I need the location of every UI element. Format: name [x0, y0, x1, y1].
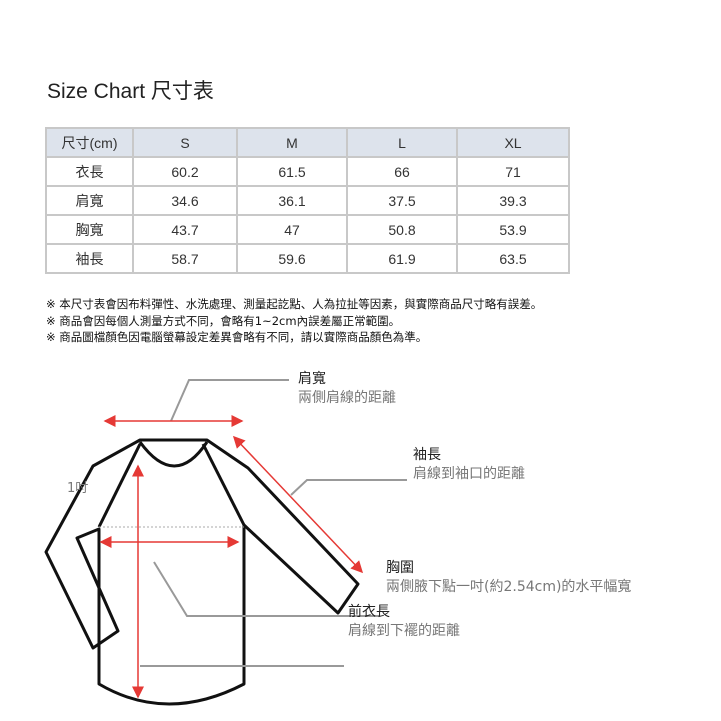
shoulder-leader: [170, 379, 289, 422]
note: ※ 商品會因每個人測量方式不同，會略有1~2cm內誤差屬正常範圍。: [46, 313, 401, 328]
table-cell: 60.2: [132, 156, 238, 187]
sleeve-label: 袖長肩線到袖口的距離: [413, 446, 525, 484]
table-cell: 59.6: [236, 243, 348, 274]
length-label: 前衣長肩線到下襬的距離: [348, 603, 460, 641]
chest-leader: [153, 561, 379, 617]
table-cell: 50.8: [346, 214, 458, 245]
table-cell: 71: [456, 156, 570, 187]
shoulder-desc: 兩側肩線的距離: [298, 390, 396, 406]
table-cell: 衣長: [45, 156, 134, 187]
notes: ※ 本尺寸表會因布料彈性、水洗處理、測量起訖點、人為拉扯等因素，與實際商品尺寸略…: [46, 296, 542, 346]
table-cell: 34.6: [132, 185, 238, 216]
size-table: 尺寸(cm) S M L XL 衣長 60.2 61.5 66 71 肩寬 34.6 36.1…: [45, 127, 570, 274]
table-cell: 37.5: [346, 185, 458, 216]
table-cell: 39.3: [456, 185, 570, 216]
table-cell: 袖長: [45, 243, 134, 274]
header-cell: L: [346, 127, 458, 158]
shoulder-title: 肩寬: [298, 371, 326, 387]
header-cell: M: [236, 127, 348, 158]
table-cell: 胸寬: [45, 214, 134, 245]
table-cell: 43.7: [132, 214, 238, 245]
table-row: 胸寬 43.7 47 50.8 53.9: [45, 214, 570, 245]
inch-label: 1吋: [67, 481, 89, 496]
chest-title: 胸圍: [386, 560, 414, 576]
table-row: 肩寬 34.6 36.1 37.5 39.3: [45, 185, 570, 216]
shoulder-label: 肩寬 兩側肩線的距離: [298, 370, 396, 408]
length-desc: 肩線到下襬的距離: [348, 623, 460, 639]
table-cell: 53.9: [456, 214, 570, 245]
table-cell: 63.5: [456, 243, 570, 274]
chest-label: 胸圍兩側腋下點一吋(約2.54cm)的水平幅寬: [386, 559, 631, 597]
table-cell: 61.9: [346, 243, 458, 274]
table-cell: 47: [236, 214, 348, 245]
sleeve-leader: [290, 479, 407, 496]
table-cell: 66: [346, 156, 458, 187]
table-row: 衣長 60.2 61.5 66 71: [45, 156, 570, 187]
length-title: 前衣長: [348, 604, 390, 620]
header-cell: S: [132, 127, 238, 158]
header-cell: 尺寸(cm): [45, 127, 134, 158]
table-row: 袖長 58.7 59.6 61.9 63.5: [45, 243, 570, 274]
sleeve-title: 袖長: [413, 447, 441, 463]
table-cell: 36.1: [236, 185, 348, 216]
table-cell: 61.5: [236, 156, 348, 187]
table-cell: 肩寬: [45, 185, 134, 216]
note: ※ 商品圖檔顏色因電腦螢幕設定差異會略有不同，請以實際商品顏色為準。: [46, 330, 428, 344]
table-cell: 58.7: [132, 243, 238, 274]
sleeve-desc: 肩線到袖口的距離: [413, 466, 525, 482]
header-cell: XL: [456, 127, 570, 158]
table-header: 尺寸(cm) S M L XL: [45, 127, 570, 158]
note: ※ 本尺寸表會因布料彈性、水洗處理、測量起訖點、人為拉扯等因素，與實際商品尺寸略…: [46, 297, 543, 311]
chest-desc: 兩側腋下點一吋(約2.54cm)的水平幅寬: [386, 579, 632, 595]
sleeve-arrow: [232, 435, 364, 574]
page-title: Size Chart 尺寸表: [47, 80, 214, 103]
